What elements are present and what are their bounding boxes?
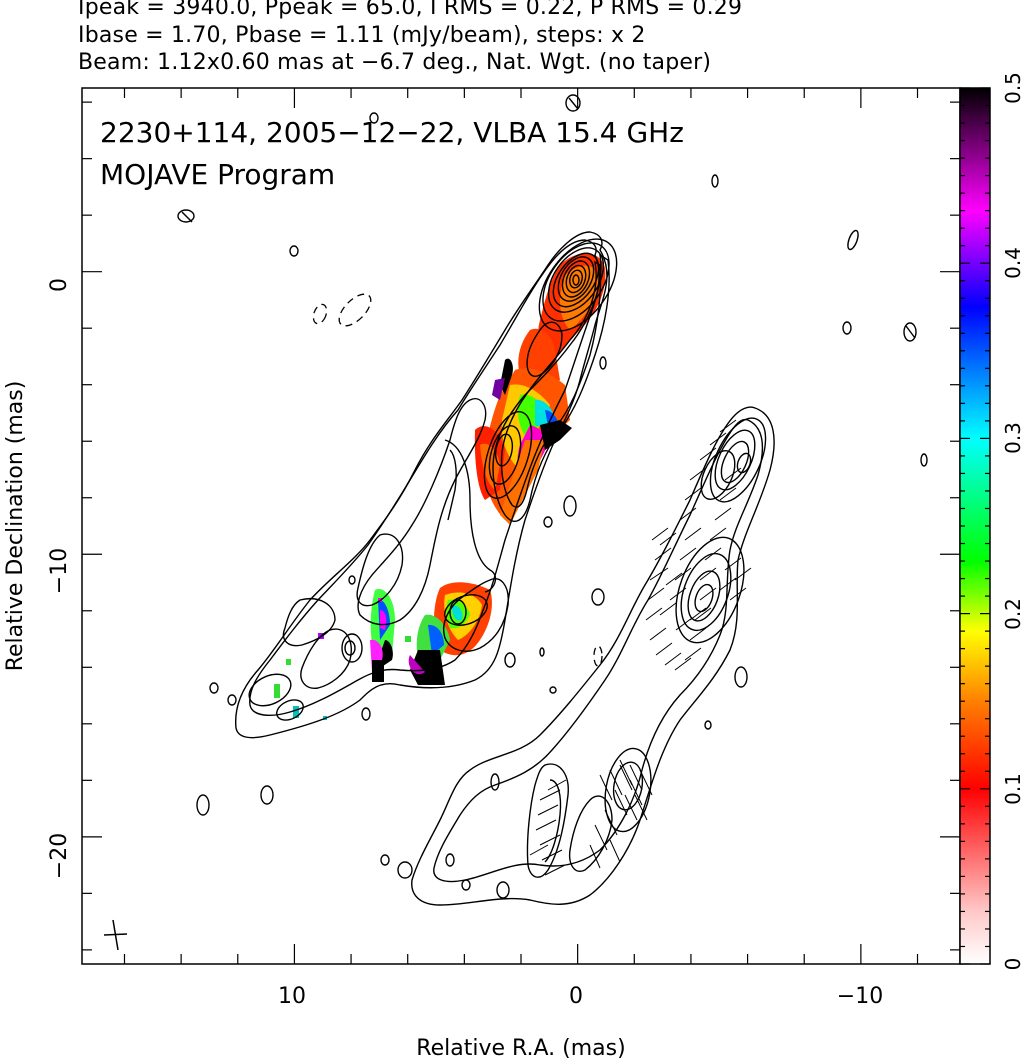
polarization-colour-map [274,253,606,720]
polarization-vector-panel [411,406,775,906]
colorbar-label-0: 0 [1001,958,1022,971]
colorbar-label-0.3: 0.3 [1001,422,1022,454]
plot-frame [81,87,961,965]
header-line-3: Beam: 1.12x0.60 mas at −6.7 deg., Nat. W… [78,50,712,75]
y-tick-label-minus10: −10 [47,548,72,594]
y-tick-label-minus20: −20 [47,833,72,879]
y-tick-label-0: 0 [47,278,72,292]
colorbar-label-0.5: 0.5 [1001,72,1022,104]
colorbar-label-0.4: 0.4 [1001,247,1022,279]
plot-subtitle: MOJAVE Program [100,158,335,191]
negative-contours [312,293,603,667]
image-content [103,94,928,951]
colorbar-label-0.1: 0.1 [1001,773,1022,805]
stokes-i-contours [177,94,928,899]
evpa-vectors [529,419,752,876]
colorbar: 0 0.1 0.2 0.3 0.4 0.5 [959,72,1022,971]
header-line-2: Ibase = 1.70, Pbase = 1.11 (mJy/beam), s… [78,23,646,48]
y-axis-label: Relative Declination (mas) [3,381,28,672]
x-axis-label: Relative R.A. (mas) [416,1036,625,1061]
x-tick-label-10: 10 [278,984,306,1009]
header-line-1: Ipeak = 3940.0, Ppeak = 65.0, I RMS = 0.… [78,0,743,20]
axis-ticks [82,88,960,964]
plot-title: 2230+114, 2005−12−22, VLBA 15.4 GHz [100,116,684,149]
colorbar-label-0.2: 0.2 [1001,598,1022,630]
x-tick-label-0: 0 [569,984,583,1009]
beam-marker [103,919,128,951]
x-tick-label-minus10: −10 [837,984,883,1009]
